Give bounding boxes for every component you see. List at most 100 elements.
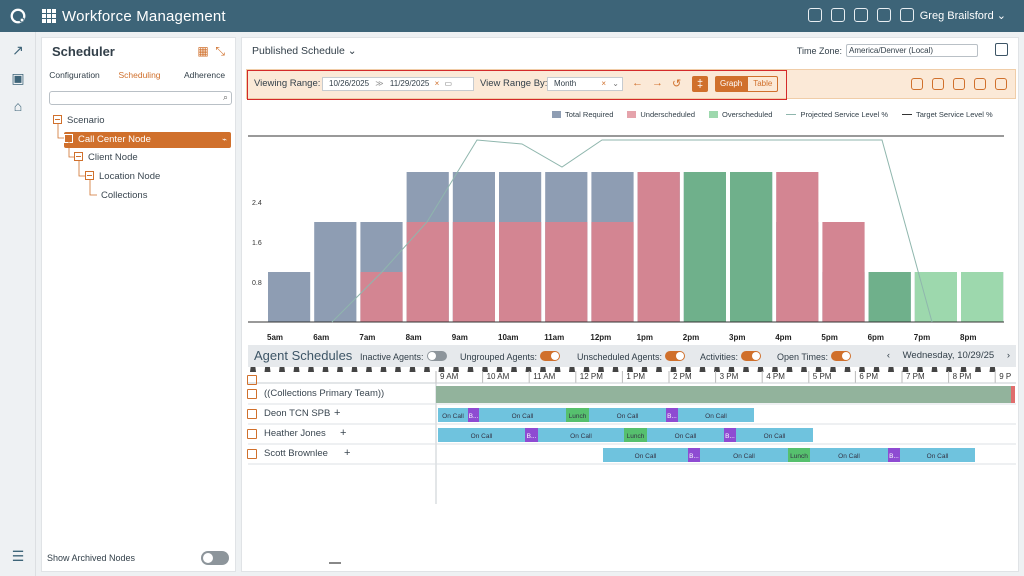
next-day-icon[interactable]: › xyxy=(1006,350,1010,361)
schedule-select[interactable]: Published Schedule ⌄ xyxy=(252,45,357,57)
home-icon[interactable]: ⌂ xyxy=(13,98,23,114)
bar-underscheduled xyxy=(452,222,495,322)
row-checkbox[interactable] xyxy=(247,409,257,419)
select-all-checkbox[interactable] xyxy=(247,375,257,385)
tree-item-collections[interactable]: Collections xyxy=(101,190,148,201)
x-tick-label: 1pm xyxy=(637,333,653,342)
agent-row-name[interactable]: Heather Jones xyxy=(264,428,326,439)
x-tick-label: 11am xyxy=(544,333,564,342)
end-date[interactable]: 11/29/2025 xyxy=(389,79,430,88)
tab-configuration[interactable]: Configuration xyxy=(49,70,100,80)
resize-handle[interactable] xyxy=(329,562,341,564)
view-range-by-label: View Range By: xyxy=(480,78,548,89)
x-tick-label: 5am xyxy=(267,333,283,342)
activity-oncall xyxy=(700,448,788,462)
add-activity-icon[interactable]: + xyxy=(340,427,347,439)
calendar-icon[interactable]: ▭ xyxy=(444,79,453,88)
sidebar-search-input[interactable]: ⌕ xyxy=(49,91,232,105)
row-checkbox[interactable] xyxy=(247,449,257,459)
tab-scheduling[interactable]: Scheduling xyxy=(118,70,161,80)
range-arrow-icon: ≫ xyxy=(375,79,384,88)
table-button[interactable]: Table xyxy=(747,76,779,92)
activity-icon: ⌁ xyxy=(222,135,227,144)
view-range-select[interactable]: Month × ⌄ xyxy=(547,77,623,91)
x-tick-label: 10am xyxy=(498,333,518,342)
bar-underscheduled xyxy=(545,222,588,322)
collapse-toggle-icon[interactable] xyxy=(53,115,62,124)
clear-icon[interactable]: × xyxy=(601,79,606,88)
activity-label: Lunch xyxy=(627,433,645,440)
search-icon: ⌕ xyxy=(222,92,228,102)
user-menu[interactable]: Greg Brailsford ⌄ xyxy=(919,10,1006,22)
tree-item-scenario[interactable]: Scenario xyxy=(53,113,105,129)
presentation-icon[interactable] xyxy=(911,78,923,90)
previous-arrow-icon[interactable]: ← xyxy=(632,77,643,89)
activities-toggle[interactable]: Activities: xyxy=(700,351,762,362)
pulse-icon[interactable] xyxy=(974,78,986,90)
ungrouped-agents-toggle[interactable]: Ungrouped Agents: xyxy=(460,351,561,362)
highlight-box xyxy=(247,70,787,100)
collapse-menu-icon[interactable]: ☰ xyxy=(11,548,25,564)
download-icon[interactable] xyxy=(995,78,1007,90)
timezone-select[interactable]: America/Denver (Local) xyxy=(846,44,978,57)
agent-row-name[interactable]: ((Collections Primary Team)) xyxy=(264,388,385,399)
activity-label: On Call xyxy=(442,413,464,420)
bar-chart-icon[interactable] xyxy=(932,78,944,90)
activity-oncall xyxy=(900,448,975,462)
agent-row-name[interactable]: Scott Brownlee xyxy=(264,448,328,459)
agent-schedule-grid: 9 AM 10 AM 11 AM 12 PM 1 PM 2 PM 3 PM 4 PM 5 PM 6… xyxy=(248,371,1016,504)
map-icon[interactable]: ▦ xyxy=(197,44,209,58)
tree-item-location-node[interactable]: Location Node xyxy=(85,169,160,185)
previous-day-icon[interactable]: ‹ xyxy=(886,350,890,361)
layout-toggle-icon[interactable] xyxy=(995,43,1008,56)
activity-oncall xyxy=(603,448,688,462)
learning-icon[interactable] xyxy=(877,8,891,22)
collapse-toggle-icon[interactable] xyxy=(74,152,83,161)
collapse-icon[interactable]: ⤡ xyxy=(215,44,225,58)
sidebar-title: Scheduler xyxy=(52,44,115,59)
bar-underscheduled xyxy=(499,222,542,322)
collapse-toggle-icon[interactable] xyxy=(85,171,94,180)
inactive-agents-toggle[interactable]: Inactive Agents: xyxy=(360,351,447,362)
open-times-toggle[interactable]: Open Times: xyxy=(777,351,852,362)
next-arrow-icon[interactable]: → xyxy=(652,77,663,89)
staffing-chart: 2.4 1.6 0.8 5am 6am 7am 8am 9am 10am 11am 12pm 1pm 2… xyxy=(248,135,1004,372)
add-activity-icon[interactable]: + xyxy=(334,407,341,419)
agent-row-name[interactable]: Deon TCN SPB xyxy=(264,408,331,419)
agent-schedules-title: Agent Schedules xyxy=(254,348,353,363)
tree-item-client-node[interactable]: Client Node xyxy=(74,150,138,166)
viewing-range-field[interactable]: 10/26/2025 ≫ 11/29/2025 × ▭ xyxy=(322,77,474,91)
row-checkbox[interactable] xyxy=(247,429,257,439)
hour-label: 3 PM xyxy=(720,372,739,381)
add-activity-icon[interactable]: + xyxy=(344,447,351,459)
activity-label: B... xyxy=(889,453,899,460)
show-archived-toggle[interactable] xyxy=(201,551,229,565)
split-view-icon[interactable]: ‡ xyxy=(692,76,708,92)
bar-underscheduled xyxy=(776,172,819,322)
accessibility-icon[interactable] xyxy=(854,8,868,22)
collapse-toggle-icon[interactable] xyxy=(64,134,73,143)
calendar-icon[interactable]: ▣ xyxy=(11,70,25,86)
tree-item-call-center-node[interactable]: Call Center Node ⌁ xyxy=(64,132,231,148)
app-logo-icon[interactable] xyxy=(0,0,36,32)
sidebar-tabs: Configuration Scheduling Adherence xyxy=(42,70,237,80)
graph-button[interactable]: Graph xyxy=(715,76,748,92)
grid-icon[interactable] xyxy=(831,8,845,22)
clear-icon[interactable]: × xyxy=(434,79,440,88)
bar-overscheduled xyxy=(868,272,911,322)
start-date[interactable]: 10/26/2025 xyxy=(329,79,370,88)
row-checkbox[interactable] xyxy=(247,389,257,399)
activity-oncall xyxy=(538,428,624,442)
activity-label: On Call xyxy=(705,413,727,420)
tab-adherence[interactable]: Adherence xyxy=(183,70,226,80)
activity-break xyxy=(666,408,678,422)
apps-grid-icon[interactable] xyxy=(42,9,56,23)
history-icon[interactable]: ↺ xyxy=(672,78,682,90)
viewing-range-label: Viewing Range: xyxy=(254,78,321,89)
unscheduled-agents-toggle[interactable]: Unscheduled Agents: xyxy=(577,351,686,362)
scan-icon[interactable] xyxy=(808,8,822,22)
target-icon[interactable] xyxy=(953,78,965,90)
trend-icon[interactable]: ↗ xyxy=(12,42,24,58)
chat-icon[interactable] xyxy=(900,8,914,22)
activity-label: B... xyxy=(689,453,699,460)
